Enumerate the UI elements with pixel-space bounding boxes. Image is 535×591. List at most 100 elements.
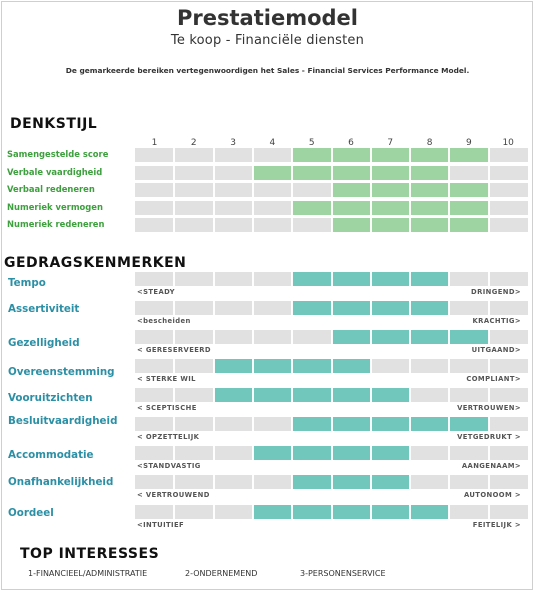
scale-divider — [409, 417, 412, 431]
gedrag-bar — [135, 475, 528, 489]
scale-divider — [409, 330, 412, 344]
scale-divider — [369, 166, 372, 180]
gedrag-anchor-left: < STERKE WIL — [137, 375, 196, 383]
gedrag-row-label: Besluitvaardigheid — [8, 415, 118, 427]
scale-divider — [291, 183, 294, 197]
scale-divider — [487, 201, 490, 215]
gedrag-anchor-left: < SCEPTISCHE — [137, 404, 197, 412]
denkstijl-row-label: Verbaal redeneren — [7, 184, 95, 194]
gedrag-anchor-right: KRACHTIG> — [472, 317, 521, 325]
scale-divider — [173, 446, 176, 460]
interest-item-2: 2-ONDERNEMEND — [185, 569, 258, 578]
scale-divider — [173, 330, 176, 344]
scale-divider — [212, 183, 215, 197]
denkstijl-bar — [135, 218, 528, 232]
scale-divider — [330, 183, 333, 197]
scale-label: 3 — [230, 138, 236, 148]
scale-divider — [448, 183, 451, 197]
interest-item-3: 3-PERSONENSERVICE — [300, 569, 386, 578]
scale-divider — [251, 201, 254, 215]
scale-divider — [487, 505, 490, 519]
scale-label: 4 — [269, 138, 276, 148]
gedrag-anchor-right: UITGAAND> — [471, 346, 521, 354]
gedrag-row-label: Onafhankelijkheid — [8, 476, 114, 488]
denkstijl-bar — [135, 148, 528, 162]
gedrag-anchor-right: VETGEDRUKT > — [457, 433, 521, 441]
scale-divider — [251, 330, 254, 344]
scale-divider — [291, 505, 294, 519]
scale-divider — [291, 330, 294, 344]
scale-divider — [448, 201, 451, 215]
scale-divider — [369, 301, 372, 315]
scale-divider — [369, 359, 372, 373]
gedrag-anchor-right: FEITELIJK > — [472, 521, 521, 529]
scale-divider — [448, 148, 451, 162]
scale-divider — [409, 166, 412, 180]
scale-divider — [369, 475, 372, 489]
gedrag-row-label: Gezelligheid — [8, 337, 80, 349]
scale-divider — [212, 446, 215, 460]
scale-divider — [369, 148, 372, 162]
scale-divider — [330, 475, 333, 489]
scale-divider — [448, 475, 451, 489]
scale-divider — [330, 446, 333, 460]
scale-divider — [212, 359, 215, 373]
scale-divider — [330, 148, 333, 162]
gedrag-row-label: Accommodatie — [8, 449, 94, 461]
gedrag-anchor-left: < OPZETTELIJK — [137, 433, 200, 441]
page-subtitle: Te koop - Financiële diensten — [170, 33, 365, 48]
scale-divider — [173, 417, 176, 431]
scale-label: 9 — [466, 138, 472, 148]
section-title-gedrag: GEDRAGSKENMERKEN — [4, 255, 187, 271]
scale-divider — [212, 201, 215, 215]
scale-divider — [291, 446, 294, 460]
scale-divider — [251, 272, 254, 286]
scale-divider — [487, 388, 490, 402]
scale-divider — [409, 201, 412, 215]
scale-divider — [291, 417, 294, 431]
scale-divider — [369, 183, 372, 197]
denkstijl-row-label: Numeriek redeneren — [7, 219, 105, 229]
scale-divider — [487, 166, 490, 180]
gedrag-row-label: Overeenstemming — [8, 366, 115, 378]
scale-divider — [212, 218, 215, 232]
scale-divider — [448, 388, 451, 402]
scale-divider — [251, 166, 254, 180]
scale-divider — [330, 505, 333, 519]
scale-divider — [448, 272, 451, 286]
scale-divider — [212, 272, 215, 286]
scale-divider — [291, 166, 294, 180]
gedrag-bar-range-fill — [292, 417, 489, 431]
scale-divider — [291, 218, 294, 232]
gedrag-anchor-left: <INTUITIEF — [137, 521, 185, 529]
scale-divider — [487, 218, 490, 232]
section-title-top-interests: TOP INTERESSES — [20, 546, 160, 562]
gedrag-anchor-right: AANGENAAM> — [461, 462, 521, 470]
scale-divider — [212, 475, 215, 489]
scale-divider — [369, 272, 372, 286]
scale-divider — [251, 446, 254, 460]
scale-divider — [487, 301, 490, 315]
scale-label: 8 — [426, 138, 433, 148]
scale-divider — [330, 218, 333, 232]
gedrag-anchor-left: < VERTROUWEND — [137, 491, 210, 499]
scale-divider — [448, 330, 451, 344]
scale-divider — [212, 166, 215, 180]
gedrag-anchor-left: <STEADY — [137, 288, 175, 296]
denkstijl-bar-range-fill — [292, 201, 489, 215]
scale-divider — [409, 505, 412, 519]
scale-divider — [369, 417, 372, 431]
scale-divider — [369, 388, 372, 402]
scale-divider — [369, 505, 372, 519]
scale-divider — [251, 359, 254, 373]
scale-divider — [291, 359, 294, 373]
gedrag-row-label: Vooruitzichten — [8, 392, 93, 404]
gedrag-bar — [135, 417, 528, 431]
scale-divider — [251, 388, 254, 402]
denkstijl-row-label: Numeriek vermogen — [7, 202, 103, 212]
scale-divider — [448, 359, 451, 373]
scale-divider — [448, 166, 451, 180]
scale-divider — [330, 417, 333, 431]
scale-divider — [173, 201, 176, 215]
